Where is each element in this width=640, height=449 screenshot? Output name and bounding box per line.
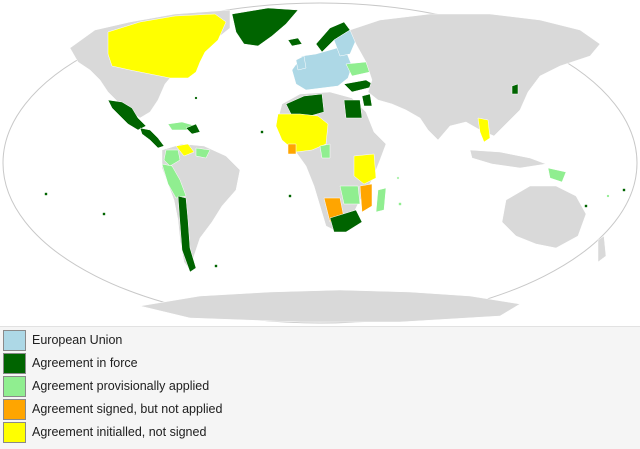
vietnam (477, 117, 491, 143)
uk (295, 55, 307, 71)
cuba (185, 123, 201, 135)
island-atlantic-2 (214, 264, 218, 268)
canada (107, 13, 227, 79)
peru-ecuador (161, 163, 187, 199)
island-cape-verde (260, 130, 264, 134)
cameroon (319, 143, 331, 159)
greenland (231, 7, 299, 47)
egypt (343, 99, 363, 119)
levant (361, 93, 373, 107)
venezuela (175, 143, 195, 157)
legend-label: Agreement in force (32, 356, 138, 370)
world-map (2, 2, 638, 324)
australia (501, 185, 587, 249)
legend-item-signed: Agreement signed, but not applied (3, 399, 403, 421)
zimbabwe-zambia (339, 185, 361, 205)
papua-new-guinea (547, 167, 567, 183)
legend-swatch (3, 399, 26, 420)
legend-item-in-force: Agreement in force (3, 353, 403, 375)
legend-swatch (3, 330, 26, 351)
legend: European Union Agreement in force Agreemen… (0, 326, 640, 449)
legend-swatch (3, 376, 26, 397)
island-atlantic-1 (288, 194, 292, 198)
new-zealand (597, 235, 607, 263)
island-bermuda (194, 96, 198, 100)
legend-label: Agreement initialled, not signed (32, 425, 207, 439)
legend-item-provisional: Agreement provisionally applied (3, 376, 403, 398)
guianas (195, 147, 211, 159)
island-pacific-3 (584, 204, 588, 208)
madagascar (375, 187, 387, 213)
legend-item-initialled: Agreement initialled, not signed (3, 422, 403, 444)
antarctica (139, 289, 521, 323)
legend-item-eu: European Union (3, 330, 403, 352)
iceland (287, 37, 303, 47)
mozambique (359, 183, 373, 213)
colombia (163, 149, 181, 167)
island-pacific-4 (606, 194, 610, 198)
island-pacific-1 (44, 192, 48, 196)
east-africa (353, 153, 377, 185)
mexico (107, 99, 147, 131)
ghana (287, 143, 297, 155)
south-africa (329, 209, 363, 233)
south-korea (511, 83, 519, 95)
legend-swatch (3, 353, 26, 374)
west-africa (275, 113, 329, 153)
island-mauritius (398, 202, 402, 206)
world-map-svg (2, 2, 638, 324)
legend-label: Agreement provisionally applied (32, 379, 210, 393)
central-america (139, 127, 165, 149)
island-seychelles (396, 176, 400, 180)
island-fiji (622, 188, 626, 192)
island-pacific-2 (102, 212, 106, 216)
indonesia (469, 149, 547, 169)
chile (177, 195, 197, 273)
legend-label: Agreement signed, but not applied (32, 402, 223, 416)
sweden-finland (333, 29, 357, 57)
legend-swatch (3, 422, 26, 443)
legend-label: European Union (32, 333, 123, 347)
